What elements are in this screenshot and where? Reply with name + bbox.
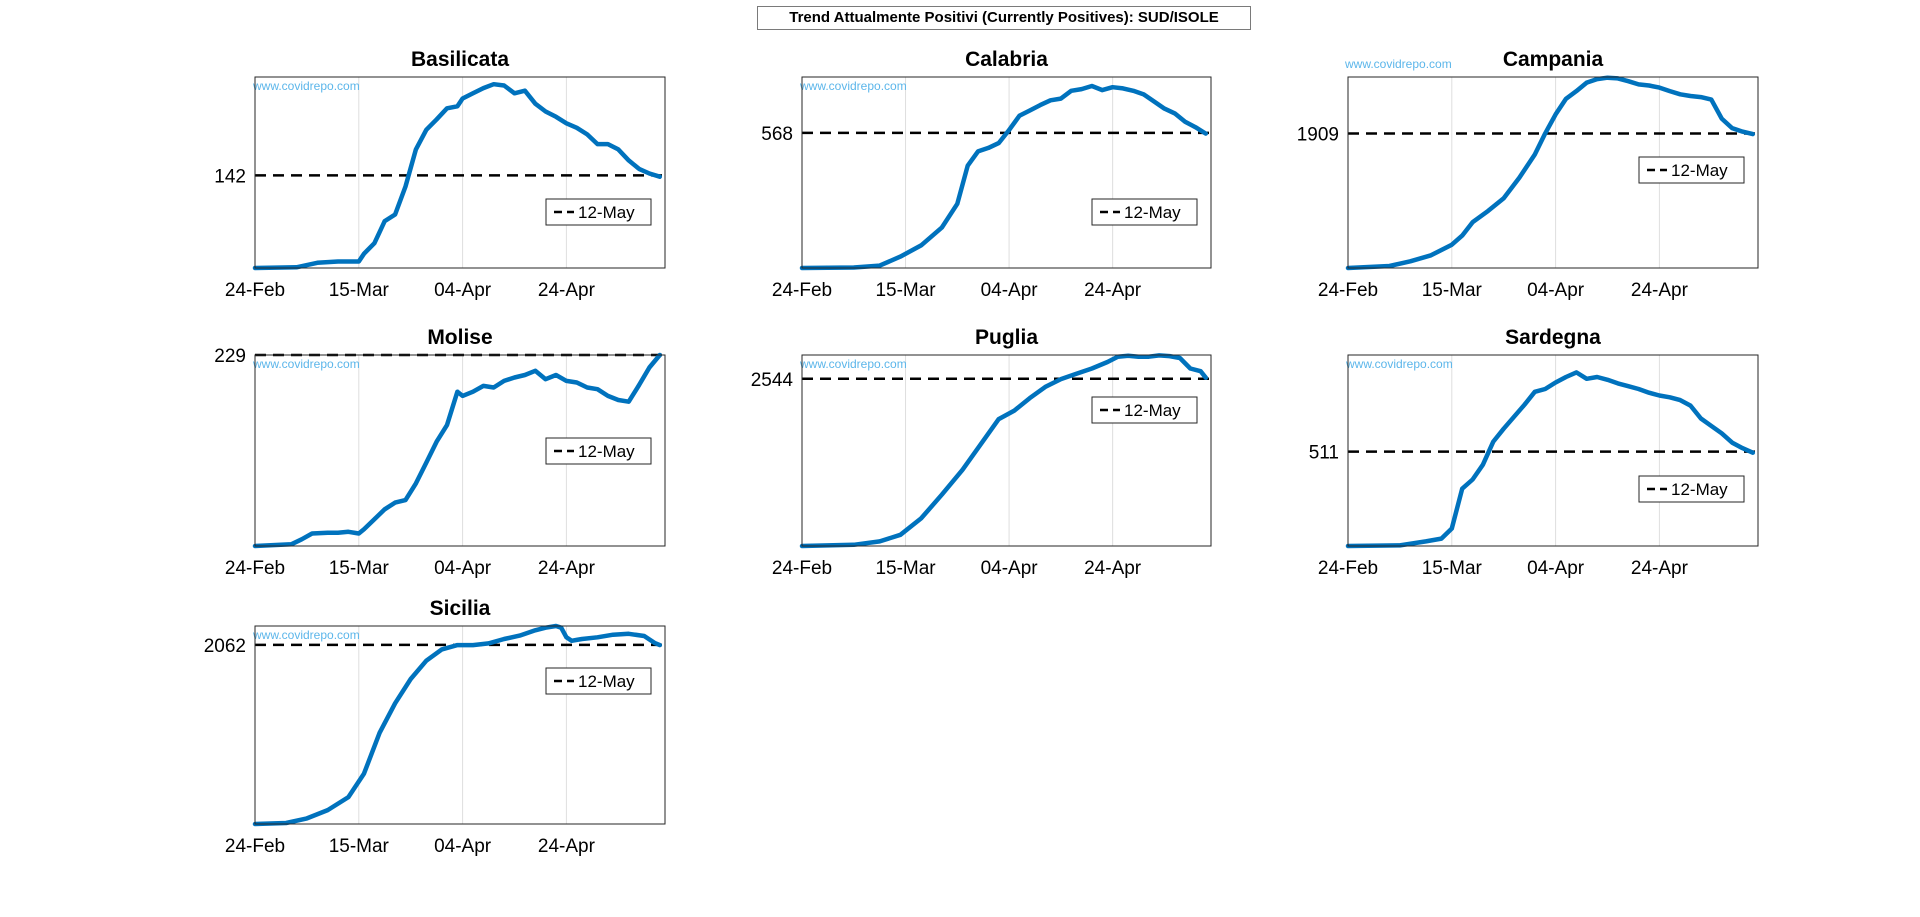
axes-frame bbox=[801, 354, 1212, 547]
x-tick-label: 15-Mar bbox=[329, 280, 390, 301]
plot-area bbox=[255, 626, 665, 824]
x-tick-label: 15-Mar bbox=[1422, 280, 1483, 301]
x-tick-label: 15-Mar bbox=[329, 558, 390, 579]
x-tick-label: 04-Apr bbox=[434, 836, 492, 857]
series-line bbox=[799, 353, 1209, 549]
chart-panel-calabria: 24-Feb 15-Mar 04-Apr 24-Apr 568 www.covidrepo… bbox=[761, 48, 1212, 301]
x-tick-label: 04-Apr bbox=[981, 558, 1039, 579]
watermark: www.covidrepo.com bbox=[252, 628, 360, 642]
legend-label: 12-May bbox=[1671, 480, 1728, 499]
legend-label: 12-May bbox=[1124, 401, 1181, 420]
x-tick-label: 24-Feb bbox=[225, 836, 285, 857]
chart-panel-sicilia: 24-Feb 15-Mar 04-Apr 24-Apr 2062 www.covidrep… bbox=[204, 597, 666, 857]
x-tick-label: 24-Apr bbox=[1084, 280, 1142, 301]
legend: 12-May bbox=[1091, 396, 1198, 424]
y-tick-label: 142 bbox=[214, 166, 246, 187]
chart-title: Molise bbox=[427, 326, 492, 349]
x-tick-label: 15-Mar bbox=[1422, 558, 1483, 579]
legend-label: 12-May bbox=[578, 672, 635, 691]
plot-area bbox=[802, 355, 1211, 546]
y-tick-label: 568 bbox=[761, 124, 793, 145]
legend: 12-May bbox=[545, 198, 652, 226]
chart-panel-campania: 24-Feb 15-Mar 04-Apr 24-Apr 1909 www.covidrep… bbox=[1297, 48, 1759, 301]
watermark: www.covidrepo.com bbox=[1345, 357, 1453, 371]
watermark: www.covidrepo.com bbox=[799, 79, 907, 93]
chart-panel-molise: 24-Feb 15-Mar 04-Apr 24-Apr 229 www.covidrepo… bbox=[214, 326, 666, 579]
axes-frame bbox=[254, 354, 666, 547]
legend-box bbox=[545, 437, 652, 465]
chart-title: Sardegna bbox=[1505, 326, 1601, 349]
axes-frame bbox=[801, 76, 1212, 269]
x-tick-label: 04-Apr bbox=[1527, 280, 1585, 301]
x-tick-label: 24-Feb bbox=[1318, 558, 1378, 579]
legend: 12-May bbox=[1091, 198, 1198, 226]
plot-area bbox=[802, 77, 1211, 268]
watermark: www.covidrepo.com bbox=[252, 79, 360, 93]
chart-title: Puglia bbox=[975, 326, 1038, 349]
axes-frame bbox=[254, 625, 666, 825]
x-tick-label: 04-Apr bbox=[434, 280, 492, 301]
legend: 12-May bbox=[1638, 156, 1745, 184]
axes-frame bbox=[254, 76, 666, 269]
x-tick-label: 24-Apr bbox=[1631, 558, 1689, 579]
x-tick-label: 24-Feb bbox=[225, 558, 285, 579]
x-tick-label: 15-Mar bbox=[875, 558, 936, 579]
legend: 12-May bbox=[545, 437, 652, 465]
legend-box bbox=[545, 198, 652, 226]
legend-box bbox=[1091, 396, 1198, 424]
legend-box bbox=[1091, 198, 1198, 226]
legend-box bbox=[545, 667, 652, 695]
plot-area bbox=[255, 77, 665, 268]
x-tick-label: 24-Feb bbox=[772, 558, 832, 579]
series-line bbox=[799, 83, 1209, 271]
series-line bbox=[252, 623, 663, 827]
legend: 12-May bbox=[1638, 475, 1745, 503]
x-tick-label: 24-Feb bbox=[1318, 280, 1378, 301]
series-line bbox=[1345, 75, 1756, 271]
x-tick-label: 24-Apr bbox=[538, 836, 596, 857]
x-tick-label: 24-Feb bbox=[225, 280, 285, 301]
legend: 12-May bbox=[545, 667, 652, 695]
legend-box bbox=[1638, 475, 1745, 503]
chart-panel-puglia: 24-Feb 15-Mar 04-Apr 24-Apr 2544 www.covidrep… bbox=[751, 326, 1212, 579]
figure-title: Trend Attualmente Positivi (Currently Po… bbox=[757, 6, 1251, 30]
x-tick-label: 24-Apr bbox=[538, 558, 596, 579]
legend-label: 12-May bbox=[1671, 161, 1728, 180]
legend-label: 12-May bbox=[1124, 203, 1181, 222]
chart-title: Sicilia bbox=[430, 597, 491, 620]
series-line bbox=[1345, 370, 1756, 549]
y-tick-label: 2544 bbox=[751, 370, 794, 391]
x-tick-label: 24-Apr bbox=[1084, 558, 1142, 579]
chart-panel-basilicata: 24-Feb 15-Mar 04-Apr 24-Apr 142 www.covidrepo… bbox=[214, 48, 666, 301]
x-tick-label: 15-Mar bbox=[875, 280, 936, 301]
x-tick-label: 24-Apr bbox=[1631, 280, 1689, 301]
x-tick-label: 04-Apr bbox=[981, 280, 1039, 301]
x-tick-label: 15-Mar bbox=[329, 836, 390, 857]
axes-frame bbox=[1347, 76, 1759, 269]
x-tick-label: 04-Apr bbox=[434, 558, 492, 579]
watermark: www.covidrepo.com bbox=[252, 357, 360, 371]
chart-title: Calabria bbox=[965, 48, 1048, 71]
x-tick-label: 04-Apr bbox=[1527, 558, 1585, 579]
chart-panel-sardegna: 24-Feb 15-Mar 04-Apr 24-Apr 511 www.covidrepo… bbox=[1309, 326, 1759, 579]
watermark: www.covidrepo.com bbox=[799, 357, 907, 371]
chart-title: Basilicata bbox=[411, 48, 509, 71]
series-line bbox=[252, 352, 663, 549]
axes-frame bbox=[1347, 354, 1759, 547]
y-tick-label: 511 bbox=[1309, 443, 1339, 464]
chart-title: Campania bbox=[1503, 48, 1604, 71]
series-line bbox=[252, 81, 663, 271]
legend-box bbox=[1638, 156, 1745, 184]
x-tick-label: 24-Feb bbox=[772, 280, 832, 301]
watermark: www.covidrepo.com bbox=[1344, 57, 1452, 71]
x-tick-label: 24-Apr bbox=[538, 280, 596, 301]
y-tick-label: 2062 bbox=[204, 636, 246, 657]
legend-label: 12-May bbox=[578, 203, 635, 222]
legend-label: 12-May bbox=[578, 442, 635, 461]
y-tick-label: 229 bbox=[214, 346, 246, 367]
y-tick-label: 1909 bbox=[1297, 124, 1339, 145]
